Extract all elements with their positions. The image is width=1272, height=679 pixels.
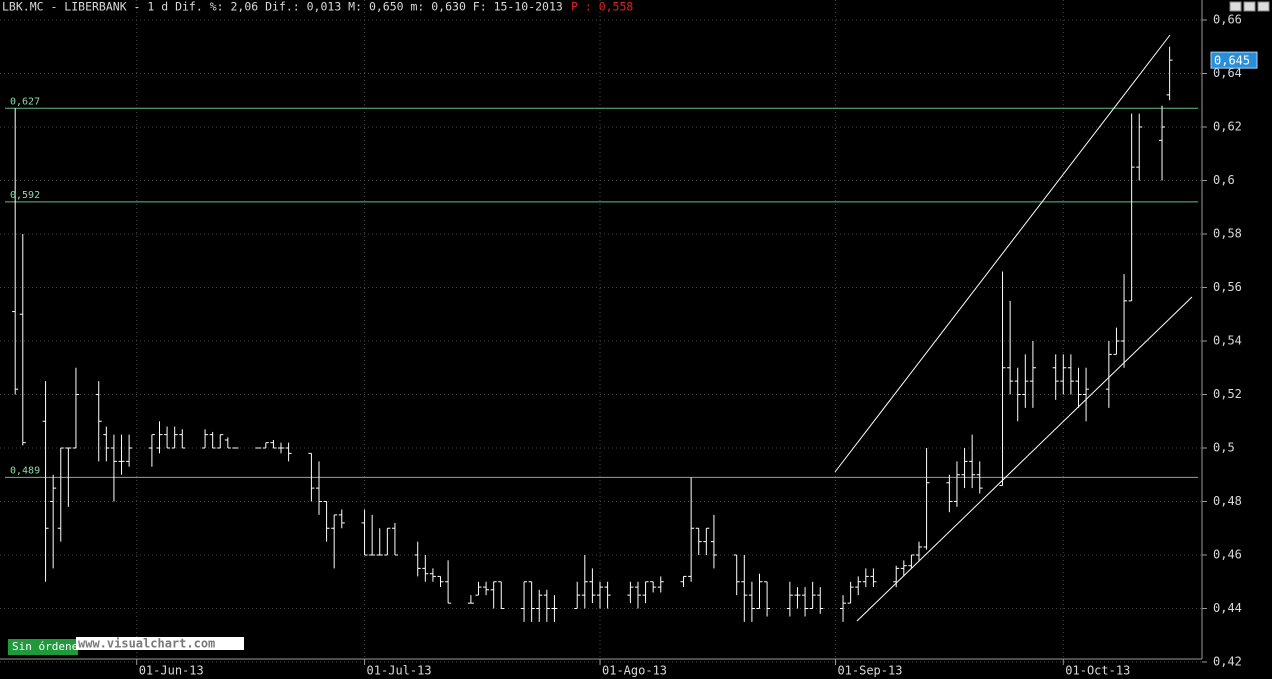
last-price-label: 0,645: [1214, 54, 1250, 68]
close-button[interactable]: [1257, 1, 1270, 12]
y-tick-label: 0,42: [1213, 655, 1242, 669]
chart-subtitle: P : 0,558: [571, 0, 633, 14]
grid-layer: [0, 0, 1202, 663]
chart-title: LBK.MC - LIBERBANK - 1 d Dif. %: 2,06 Di…: [2, 0, 563, 14]
y-tick-label: 0,52: [1213, 387, 1242, 401]
y-tick-label: 0,48: [1213, 494, 1242, 508]
x-tick-label: 01-Sep-13: [837, 664, 902, 678]
y-tick-label: 0,46: [1213, 548, 1242, 562]
x-tick-label: 01-Jun-13: [139, 664, 204, 678]
watermark: www.visualchart.com: [78, 637, 215, 651]
orders-button[interactable]: [8, 639, 78, 655]
trend-line-lower: [856, 296, 1193, 622]
bars-layer: [12, 46, 1173, 622]
x-tick-label: 01-Jul-13: [367, 664, 432, 678]
y-tick-label: 0,66: [1213, 13, 1242, 27]
level-label: 0,489: [10, 465, 40, 476]
y-tick-label: 0,5: [1213, 441, 1235, 455]
watermark-bg: [76, 637, 244, 650]
y-tick-label: 0,44: [1213, 601, 1242, 615]
maximize-button[interactable]: [1243, 1, 1256, 12]
x-tick-label: 01-Ago-13: [602, 664, 667, 678]
y-tick-label: 0,64: [1213, 66, 1242, 80]
x-tick-label: 01-Oct-13: [1065, 664, 1130, 678]
y-tick-label: 0,6: [1213, 173, 1235, 187]
last-price-tag: [1210, 51, 1258, 69]
level-label: 0,592: [10, 190, 40, 201]
trend-line-upper: [834, 34, 1171, 473]
minimize-button[interactable]: [1229, 1, 1242, 12]
y-tick-label: 0,62: [1213, 120, 1242, 134]
y-tick-label: 0,56: [1213, 280, 1242, 294]
y-tick-label: 0,58: [1213, 227, 1242, 241]
y-tick-label: 0,54: [1213, 334, 1242, 348]
orders-button-label: Sin órdenes: [12, 640, 85, 653]
level-label: 0,627: [10, 96, 40, 107]
window-buttons[interactable]: [1229, 1, 1270, 12]
